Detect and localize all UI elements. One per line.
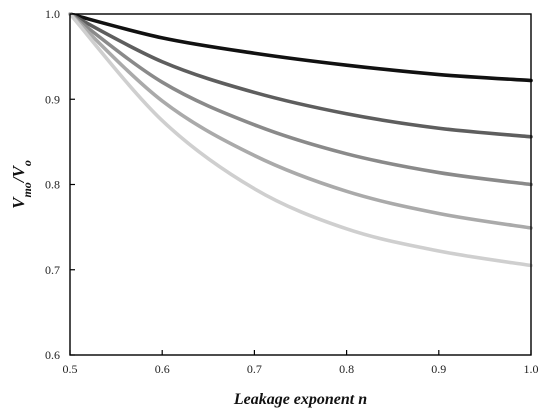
series-line-5 [68,12,533,268]
y-tick-label: 0.8 [45,178,60,192]
x-tick-label: 0.6 [155,362,170,376]
series-line-4 [68,12,533,230]
x-tick-label: 0.5 [63,362,78,376]
y-title-slash: / [9,175,28,184]
x-tick-label: 1.0 [524,362,539,376]
series-layer [68,12,533,268]
x-tick-label: 0.9 [431,362,446,376]
x-tick-label: 0.8 [339,362,354,376]
ticks-layer: 0.5 0.6 0.7 0.8 0.9 1.00.60.70.80.91.0 [45,7,539,376]
series-line-3 [68,12,533,187]
y-tick-label: 1.0 [45,7,60,21]
x-axis-title: Leakage exponent n [233,391,367,408]
y-tick-label: 0.6 [45,348,60,362]
y-tick-label: 0.9 [45,92,60,106]
y-axis-title: Vmo/Vo [9,160,34,209]
y-title-sub1: mo [20,182,34,197]
x-tick-label: 0.7 [247,362,262,376]
svg-text:Vmo/Vo: Vmo/Vo [9,160,34,209]
y-title-sub2: o [20,160,34,166]
y-title-v2: V [9,164,28,177]
series-line-1 [68,12,533,83]
y-tick-label: 0.7 [45,263,60,277]
y-title-v1: V [9,196,28,209]
series-line-2 [68,12,533,139]
